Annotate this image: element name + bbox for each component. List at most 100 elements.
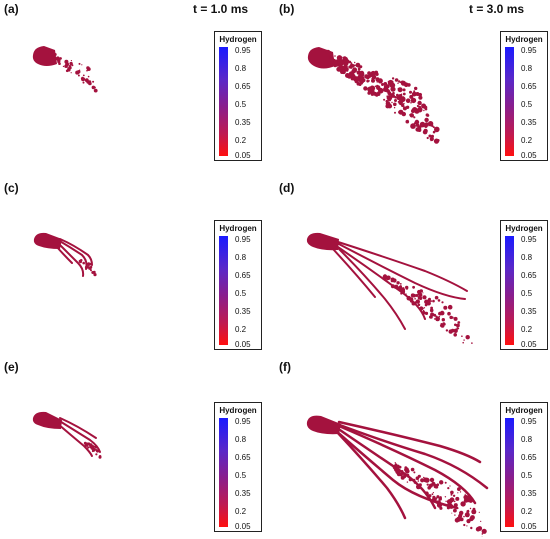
droplet [396,281,400,285]
droplet [470,515,475,520]
droplet [397,82,399,85]
droplet [392,91,395,95]
droplet [426,301,431,306]
legend-colorbar-e [219,418,228,527]
droplet [64,59,69,64]
droplet [401,470,404,473]
droplet [417,480,420,482]
droplet [447,487,450,490]
droplet [454,514,456,516]
droplet [420,293,423,295]
droplet [350,74,356,80]
droplet [397,87,403,93]
droplet [410,467,415,472]
droplet [85,265,87,267]
droplet [428,494,432,498]
droplet [367,74,371,79]
droplet [396,471,402,477]
droplet [429,308,434,313]
droplet [366,79,370,83]
legend-tick: 0.95 [235,417,251,426]
droplet [336,55,343,61]
droplet [367,71,371,75]
droplet [416,104,419,108]
panel-c: (c) Hydrogen 0.95 0.8 0.65 0.5 0.35 0.2 … [0,179,275,358]
legend-tick: 0.2 [235,136,247,145]
droplet [404,466,408,470]
droplet [391,94,395,98]
droplet [456,323,460,328]
droplet [403,102,405,105]
time-label-1ms: t = 1.0 ms [193,2,249,16]
droplet [403,473,405,476]
legend-e: Hydrogen 0.95 0.8 0.65 0.5 0.35 0.2 0.05 [214,402,262,532]
droplet [445,329,449,332]
legend-tick: 0.65 [521,453,537,462]
droplet [439,310,445,316]
droplet [82,74,85,77]
droplet [410,293,415,298]
droplet [94,445,98,449]
droplet [403,82,409,87]
droplet [431,493,434,496]
droplet [69,61,73,66]
droplet [454,324,457,327]
legend-tick: 0.8 [235,435,247,444]
droplet [439,496,442,499]
droplet [415,299,420,304]
droplet [359,76,364,82]
droplet [445,500,447,502]
droplet [424,477,430,483]
legend-tick: 0.8 [521,64,533,73]
droplet [410,102,412,104]
droplet [423,307,426,309]
droplet [439,324,443,327]
droplet [409,94,414,99]
legend-tick: 0.35 [521,307,537,316]
droplet [402,106,407,111]
droplet [405,98,411,103]
droplet [465,335,468,338]
droplet [81,64,83,66]
droplet [405,293,407,295]
droplet [436,495,440,499]
droplet [358,83,362,86]
droplet [357,72,360,75]
droplet [334,55,336,57]
droplet [417,295,422,300]
droplet [449,504,454,509]
droplet [444,481,447,484]
droplet [469,507,472,510]
droplet [342,57,346,60]
droplet [457,487,461,491]
droplet [98,455,102,459]
droplet [422,307,424,309]
droplet [437,299,441,302]
droplet [329,57,335,62]
legend-tick: 0.8 [235,64,247,73]
legend-tick: 0.8 [521,435,533,444]
droplet [68,68,71,71]
droplet [399,283,402,285]
droplet [432,299,435,303]
droplet [394,111,396,114]
legend-colorbar-f [505,418,514,527]
droplet [353,64,356,67]
legend-tick: 0.95 [521,417,537,426]
droplet [377,91,379,94]
droplet [81,76,84,80]
droplet [386,275,391,281]
droplet [426,136,429,140]
droplet [411,109,415,113]
droplet [386,279,388,281]
droplet [449,485,451,487]
panel-a: (a) Hydrogen 0.95 0.8 0.65 0.5 0.35 0.2 … [0,0,275,179]
droplet [452,494,456,497]
droplet [451,512,453,514]
droplet [449,315,453,320]
droplet [344,68,347,71]
droplet [86,66,90,70]
droplet [347,68,349,70]
legend-tick: 0.95 [521,235,537,244]
